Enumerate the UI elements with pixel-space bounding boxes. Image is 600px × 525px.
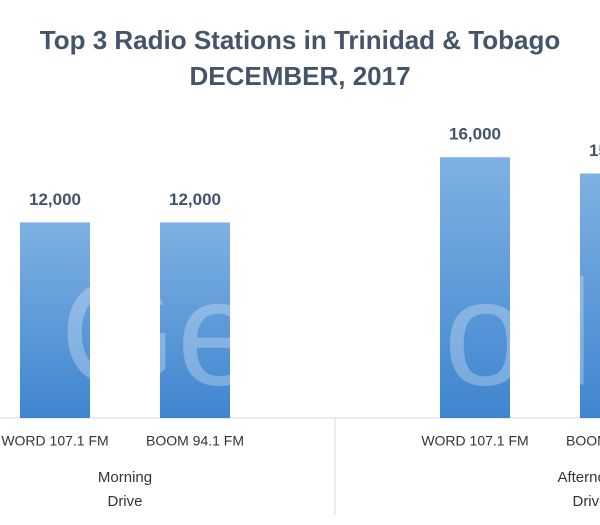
chart-title: Top 3 Radio Stations in Trinidad & Tobag…	[40, 25, 560, 55]
data-label: 12,000	[29, 190, 81, 209]
bar	[160, 222, 230, 418]
data-label: 16,000	[449, 125, 501, 144]
bar	[440, 157, 510, 418]
chart-subtitle: DECEMBER, 2017	[189, 61, 410, 91]
group-label: Afternoon	[557, 469, 600, 486]
x-tick-label: WORD 107.1 FM	[421, 433, 528, 449]
watermark: GeoPoll	[60, 249, 594, 417]
x-tick-label: BOOM 94.1 FM	[146, 433, 244, 449]
group-label: Morning	[98, 469, 152, 486]
data-label: 15,000	[589, 141, 600, 160]
data-label: 12,000	[169, 190, 221, 209]
bar	[580, 173, 600, 418]
group-label: Drive	[107, 493, 142, 510]
x-tick-label: WORD 107.1 FM	[1, 433, 108, 449]
x-tick-label: BOOM 94.1 FM	[566, 433, 600, 449]
group-label: Drive	[572, 493, 600, 510]
bar	[20, 222, 90, 418]
